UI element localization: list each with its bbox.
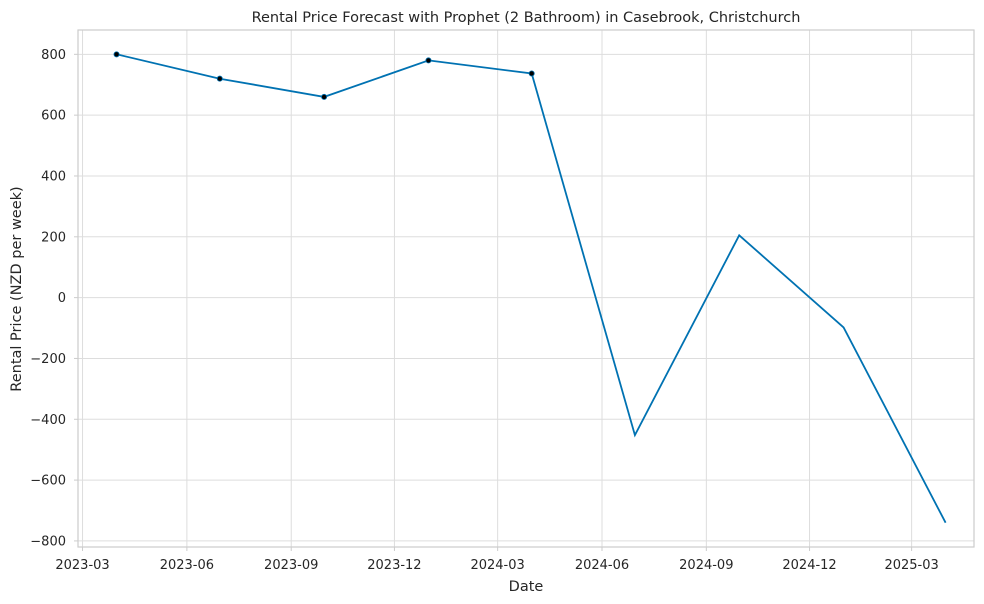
- y-tick-label: −800: [30, 534, 66, 549]
- y-axis-label: Rental Price (NZD per week): [9, 186, 25, 391]
- y-tick-label: 800: [41, 48, 66, 63]
- observed-point: [113, 51, 120, 58]
- y-tick-label: 600: [41, 109, 66, 124]
- plot-frame: [77, 29, 975, 548]
- forecast-line: [116, 53, 947, 524]
- grid: [78, 30, 974, 547]
- observed-point: [321, 93, 328, 100]
- x-tick-label: 2023-03: [55, 558, 109, 573]
- observed-point: [528, 70, 535, 77]
- y-tick-label: 0: [58, 291, 66, 306]
- x-tick-label: 2024-03: [470, 558, 524, 573]
- y-tick-label: −600: [30, 474, 66, 489]
- x-tick-label: 2023-06: [160, 558, 214, 573]
- y-axis: −800 −600 −400 −200 0 200 400 600 800: [30, 48, 78, 549]
- x-axis: 2023-03 2023-06 2023-09 2023-12 2024-03 2024-…: [55, 547, 939, 573]
- x-tick-label: 2024-09: [679, 558, 733, 573]
- x-tick-label: 2024-06: [575, 558, 629, 573]
- observed-point: [425, 57, 432, 64]
- series-layer: [113, 51, 947, 524]
- y-tick-label: −400: [30, 413, 66, 428]
- x-tick-label: 2025-03: [884, 558, 938, 573]
- x-tick-label: 2023-12: [367, 558, 421, 573]
- y-tick-label: 400: [41, 169, 66, 184]
- x-tick-label: 2023-09: [264, 558, 318, 573]
- chart-title: Rental Price Forecast with Prophet (2 Ba…: [252, 10, 801, 26]
- observed-point: [216, 75, 223, 82]
- y-tick-label: 200: [41, 230, 66, 245]
- x-axis-label: Date: [509, 579, 544, 595]
- x-tick-label: 2024-12: [782, 558, 836, 573]
- y-tick-label: −200: [30, 352, 66, 367]
